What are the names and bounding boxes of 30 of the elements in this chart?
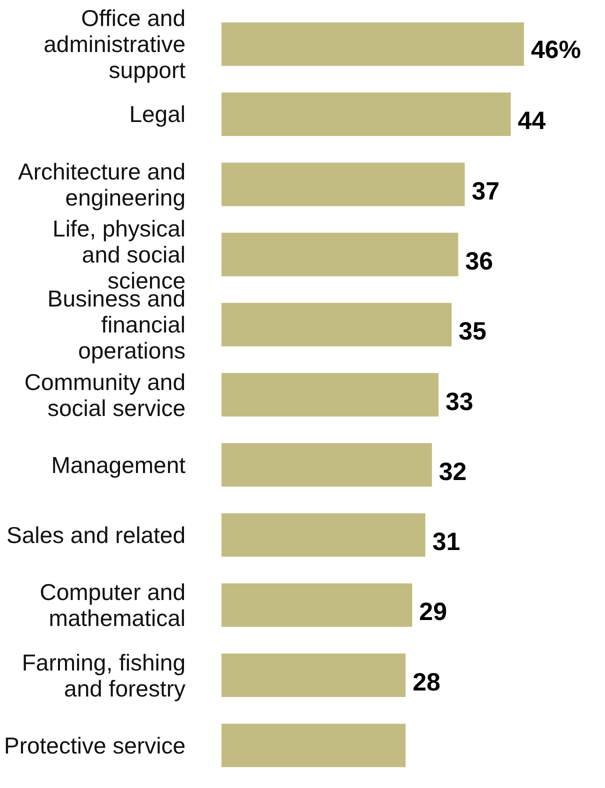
bar <box>222 162 465 206</box>
bar <box>222 513 426 557</box>
bar <box>222 583 412 627</box>
data-label: 29 <box>419 598 447 626</box>
bar <box>222 443 432 487</box>
bar <box>222 302 452 346</box>
bar <box>222 22 524 66</box>
y-tick-label: Office and administrative support <box>44 5 186 84</box>
bar <box>222 232 458 276</box>
data-label: 36 <box>465 247 494 276</box>
y-tick-label: Community and social service <box>24 368 186 421</box>
data-label: 46% <box>530 36 582 64</box>
data-label: 32 <box>438 458 467 486</box>
bar <box>222 373 438 416</box>
y-tick-label: Computer and mathematical <box>40 579 186 632</box>
bar <box>222 724 406 768</box>
bar <box>222 654 406 698</box>
y-tick-label: Farming, fishing and forestry <box>22 649 186 702</box>
y-tick-label: Architecture and engineering <box>18 158 186 210</box>
data-label: 44 <box>518 107 546 136</box>
y-tick-label: Management <box>51 452 186 478</box>
y-tick-label: Sales and related <box>6 522 186 548</box>
bar <box>222 92 511 136</box>
y-tick-label: Protective service <box>4 732 186 758</box>
data-label: 35 <box>458 318 487 346</box>
data-label: 31 <box>432 528 460 556</box>
data-label: 28 <box>412 668 441 696</box>
data-label: 37 <box>472 177 500 206</box>
y-tick-label: Legal <box>129 101 186 128</box>
data-label: 33 <box>445 388 474 416</box>
